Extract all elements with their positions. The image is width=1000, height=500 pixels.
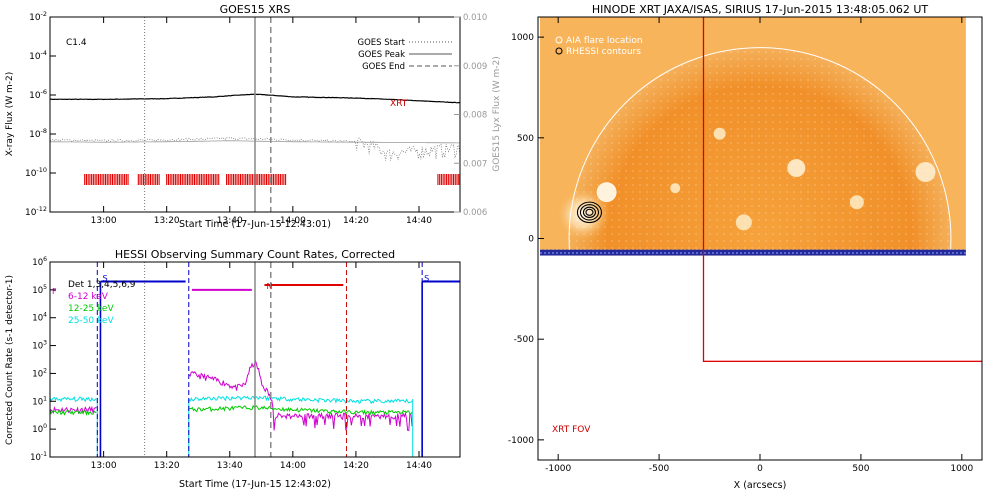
goes-x-tick-label: 13:00 <box>91 216 117 226</box>
legend-rhessi: RHESSI contours <box>566 47 641 57</box>
xrt-image-edge-band <box>540 249 966 256</box>
goes-x-tick-label: 13:20 <box>154 216 180 226</box>
xrt-annotation: XRT <box>390 99 408 109</box>
goes-y-right-tick-label: 0.006 <box>463 208 487 218</box>
goes-y-right-tick-label: 0.010 <box>463 13 487 23</box>
hessi-y-tick-label: 101 <box>32 395 47 407</box>
rhessi-contour <box>576 201 603 224</box>
hessi-y-tick-label: 106 <box>32 256 47 268</box>
hessi-legend-6-12: 6-12 keV <box>68 292 109 302</box>
xrt-x-tick-label: -1000 <box>545 464 571 474</box>
hessi-y-tick-label: 10-1 <box>30 451 47 463</box>
xrt-x-tick-label: 1000 <box>950 464 973 474</box>
rhessi-contour <box>579 204 600 221</box>
goes-xlabel: Start Time (17-Jun-15 12:43:01) <box>179 219 331 230</box>
hessi-series-line <box>50 358 413 431</box>
hessi-flag-letter: S <box>424 274 429 283</box>
goes-y-right-tick-label: 0.007 <box>463 159 487 169</box>
hessi-y-tick-label: 103 <box>32 340 47 352</box>
xrt-y-tick-label: -1000 <box>508 436 534 446</box>
goes-legend: GOES Start GOES Peak GOES End <box>357 38 452 72</box>
xrt-x-tick-label: -500 <box>649 464 670 474</box>
xrt-y-tick-label: 500 <box>517 134 534 144</box>
legend-goes-end: GOES End <box>362 62 405 72</box>
hessi-legend: Det 1,3,4,5,6,9 6-12 keV 12-25 keV 25-50… <box>68 280 136 326</box>
hessi-y-tick-label: 102 <box>32 367 47 379</box>
hessi-series-line <box>50 395 413 405</box>
goes-y-right-tick-label: 0.008 <box>463 111 487 121</box>
goes-y-tick-label: 10-8 <box>29 127 47 140</box>
hessi-x-tick-label: 13:20 <box>154 461 180 471</box>
hessi-y-tick-label: 100 <box>32 423 47 435</box>
hessi-panel: HESSI Observing Summary Count Rates, Cor… <box>5 248 461 490</box>
hessi-xlabel: Start Time (17-Jun-15 12:43:02) <box>179 479 331 490</box>
xrt-fov-label: XRT FOV <box>552 425 591 435</box>
xrt-xlabel: X (arcsecs) <box>734 480 787 491</box>
goes-y-tick-label: 10-12 <box>25 205 47 218</box>
goes-xrs-panel: GOES15 XRS 13:00 13:20 13:40 14:00 14:20 14:4… <box>5 3 502 230</box>
hessi-legend-header: Det 1,3,4,5,6,9 <box>68 280 136 290</box>
hessi-y-tick-label: 104 <box>32 312 47 324</box>
hessi-plot-frame <box>49 261 461 458</box>
xrt-y-tick-label: 1000 <box>511 33 534 43</box>
legend-aia: AIA flare location <box>566 36 643 46</box>
hessi-flag-letter: S <box>102 274 107 283</box>
rhessi-contour <box>582 206 597 218</box>
goes-ylabel: X-ray Flux (W m-2) <box>5 72 15 156</box>
hessi-x-tick-label: 13:40 <box>217 461 243 471</box>
xrt-x-tick-label: 500 <box>852 464 869 474</box>
xrt-title: HINODE XRT JAXA/ISAS, SIRIUS 17-Jun-2015… <box>592 3 929 16</box>
hessi-title: HESSI Observing Summary Count Rates, Cor… <box>115 248 395 261</box>
rhessi-contour <box>585 208 594 216</box>
hessi-legend-12-25: 12-25 keV <box>68 304 114 314</box>
goes-y-right-tick-label: 0.009 <box>463 62 487 72</box>
xrt-y-tick-label: 0 <box>528 235 534 245</box>
legend-goes-start: GOES Start <box>357 38 405 48</box>
flare-class-label: C1.4 <box>66 38 87 48</box>
goes-y-tick-label: 10-6 <box>29 88 47 101</box>
legend-goes-peak: GOES Peak <box>358 50 405 60</box>
goes-y-tick-label: 10-4 <box>29 49 47 62</box>
goes-x-tick-label: 14:40 <box>406 216 432 226</box>
xrt-blank-area <box>538 255 982 460</box>
hessi-x-tick-label: 13:00 <box>91 461 117 471</box>
hessi-flag-letter: N <box>266 282 272 291</box>
hessi-x-tick-label: 14:40 <box>406 461 432 471</box>
xrt-fov-box <box>702 17 982 362</box>
hessi-x-tick-label: 14:20 <box>343 461 369 471</box>
rhessi-marker-icon <box>555 47 563 55</box>
xrt-x-tick-label: 0 <box>757 464 763 474</box>
goes-ylabel-right: GOES15 Lyx Flux (W m-2) <box>492 56 502 172</box>
hessi-legend-25-50: 25-50 keV <box>68 316 114 326</box>
goes-y-tick-label: 10-10 <box>25 166 47 179</box>
goes-x-tick-label: 13:40 <box>217 216 243 226</box>
hessi-y-tick-label: 105 <box>32 284 47 296</box>
hessi-flag-letter: F <box>52 287 57 296</box>
goes-y-tick-label: 10-2 <box>29 10 47 23</box>
hessi-ylabel: Corrected Count Rate (s-1 detector-1) <box>5 275 15 445</box>
goes-x-tick-label: 14:20 <box>343 216 369 226</box>
hessi-series-line <box>50 404 413 417</box>
goes-x-tick-label: 14:00 <box>280 216 306 226</box>
xrt-legend: AIA flare location RHESSI contours <box>555 36 643 57</box>
aia-marker-icon <box>555 36 563 44</box>
xrt-y-tick-label: -500 <box>514 335 535 345</box>
hessi-x-tick-label: 14:00 <box>280 461 306 471</box>
xrt-image-panel: HINODE XRT JAXA/ISAS, SIRIUS 17-Jun-2015… <box>508 3 983 491</box>
goes-title: GOES15 XRS <box>220 3 291 16</box>
